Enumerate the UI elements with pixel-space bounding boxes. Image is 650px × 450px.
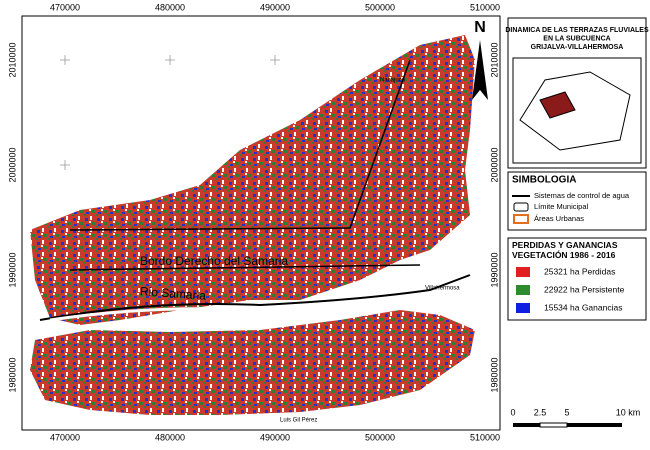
scale-label: 2.5 (534, 407, 547, 417)
y-coord-left: 2010000 (7, 42, 17, 77)
legend-text: 15534 ha Ganancias (544, 302, 622, 312)
scale-label: 10 km (616, 407, 641, 417)
y-coord-right: 1980000 (489, 357, 499, 392)
boundary (39, 274, 471, 321)
legend-text: 25321 ha Perdidas (544, 266, 615, 276)
symbology-box (507, 171, 647, 231)
locator-map (519, 71, 631, 151)
y-coord-right: 2000000 (489, 147, 499, 182)
legend-text: Áreas Urbanas (534, 214, 584, 223)
swatch-persistent (516, 285, 530, 295)
legend-text: Sistemas de control de agua (534, 191, 630, 200)
legend-text: Límite Municipal (534, 202, 589, 211)
grid-crosses (60, 55, 280, 170)
x-coord-bottom: 490000 (260, 432, 290, 442)
locator-frame (512, 57, 642, 164)
southern-terrace (30, 310, 475, 415)
vegetation-title: PERDIDAS Y GANANCIAS VEGETACIÓN 1986 - 20… (512, 240, 618, 260)
north-label: N (474, 19, 486, 36)
legend-municipal (513, 202, 529, 212)
x-coord-bottom: 510000 (470, 432, 500, 442)
x-coord-top: 500000 (365, 2, 395, 12)
place: Nacajuca (380, 78, 406, 84)
place: Villahermosa (425, 286, 460, 292)
y-coord-left: 1980000 (7, 357, 17, 392)
swatch-gain (516, 303, 530, 313)
scale-bar (513, 422, 622, 428)
place: Luis Gil Pérez (280, 418, 317, 424)
x-coord-top: 480000 (155, 2, 185, 12)
locator-area (539, 91, 576, 119)
x-coord-bottom: 500000 (365, 432, 395, 442)
scale-label: 0 (510, 407, 515, 417)
place: Bordo Derecho del Samaria (140, 254, 288, 268)
place: Rio Samaria (140, 284, 207, 303)
x-coord-bottom: 470000 (50, 432, 80, 442)
symbology-title: SIMBOLOGIA (512, 175, 576, 186)
x-coord-bottom: 480000 (155, 432, 185, 442)
y-coord-right: 2010000 (489, 42, 499, 77)
x-coord-top: 490000 (260, 2, 290, 12)
y-coord-left: 1990000 (7, 252, 17, 287)
panel-title: DINAMICA DE LAS TERRAZAS FLUVIALES EN LA … (505, 27, 649, 51)
scale-label: 5 (564, 407, 569, 417)
legend-text: 22922 ha Persistente (544, 284, 625, 294)
y-coord-right: 1990000 (489, 252, 499, 287)
water-control (69, 59, 421, 271)
swatch-loss (516, 267, 530, 277)
x-coord-top: 510000 (470, 2, 500, 12)
north-arrow (472, 40, 488, 100)
northern-terrace (30, 35, 475, 325)
river (49, 298, 481, 322)
y-coord-left: 2000000 (7, 147, 17, 182)
legend-urban (513, 214, 529, 224)
x-coord-top: 470000 (50, 2, 80, 12)
vegetation-box (507, 237, 647, 321)
